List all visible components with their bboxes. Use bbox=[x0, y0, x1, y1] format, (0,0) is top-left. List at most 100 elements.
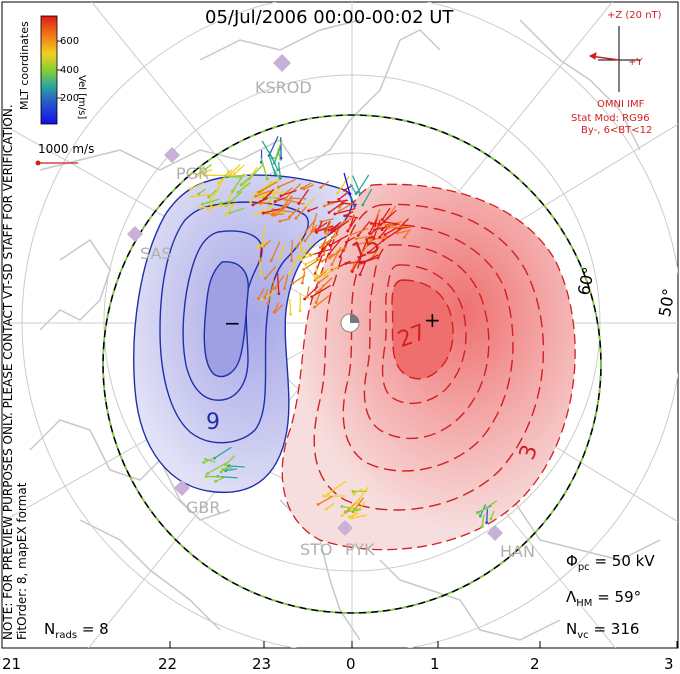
vector-origin bbox=[207, 195, 211, 199]
vector-origin bbox=[358, 192, 362, 196]
velocity-vector bbox=[248, 164, 264, 180]
velocity-vector bbox=[329, 234, 349, 246]
velocity-vector bbox=[233, 164, 245, 175]
vector-origin bbox=[190, 195, 194, 199]
velocity-vector bbox=[277, 161, 282, 179]
vector-origin bbox=[189, 187, 192, 191]
coordinate-system: MLT coordinates bbox=[18, 21, 31, 110]
velocity-vector bbox=[265, 178, 280, 188]
vector-origin bbox=[266, 302, 270, 306]
velocity-vector bbox=[255, 190, 271, 197]
velocity-vector bbox=[317, 495, 333, 506]
velocity-vector bbox=[228, 164, 241, 176]
velocity-vector bbox=[240, 178, 249, 186]
negative-core bbox=[203, 261, 249, 378]
potential-min-marker: − bbox=[224, 311, 241, 335]
velocity-vector bbox=[328, 237, 343, 255]
velocity-vector bbox=[250, 191, 258, 203]
velocity-vector bbox=[318, 240, 333, 254]
vector-origin bbox=[303, 239, 307, 243]
vector-origin bbox=[381, 238, 385, 242]
velocity-vector bbox=[477, 500, 497, 514]
vector-origin bbox=[223, 174, 227, 178]
station-han: HAN bbox=[500, 542, 535, 561]
velocity-vector bbox=[252, 197, 268, 206]
vector-origin bbox=[320, 259, 324, 263]
vector-origin bbox=[248, 177, 251, 181]
vector-origin bbox=[327, 252, 331, 256]
vector-origin bbox=[346, 229, 350, 233]
vector-origin bbox=[373, 228, 377, 232]
velocity-vector bbox=[222, 467, 233, 471]
velocity-vector bbox=[213, 446, 232, 459]
vector-origin bbox=[236, 190, 240, 194]
velocity-vector bbox=[350, 197, 356, 207]
vector-origin bbox=[302, 268, 306, 271]
velocity-vector bbox=[323, 266, 340, 276]
vector-origin bbox=[302, 187, 306, 191]
velocity-vector bbox=[271, 213, 284, 216]
vector-origin bbox=[324, 507, 328, 511]
vector-origin bbox=[361, 203, 365, 207]
vector-origin bbox=[379, 223, 382, 226]
velocity-vector bbox=[359, 260, 367, 276]
velocity-vector bbox=[383, 221, 400, 225]
vector-origin bbox=[216, 187, 220, 190]
vector-origin bbox=[220, 201, 223, 205]
velocity-vector bbox=[333, 220, 349, 232]
velocity-vector bbox=[274, 304, 284, 313]
vector-origin bbox=[314, 277, 317, 280]
mlt-tick-2: 2 bbox=[530, 655, 540, 673]
velocity-vector bbox=[317, 275, 329, 284]
velocity-vector bbox=[268, 136, 279, 157]
velocity-vector bbox=[305, 257, 320, 265]
velocity-vector bbox=[352, 175, 361, 195]
velocity-vector bbox=[279, 218, 291, 222]
vector-origin bbox=[489, 517, 493, 521]
imf-clock-dial bbox=[588, 26, 640, 92]
vector-origin bbox=[195, 174, 199, 178]
vector-origin bbox=[304, 230, 308, 233]
vector-origin bbox=[326, 492, 330, 496]
vector-origin bbox=[340, 505, 344, 508]
vector-origin bbox=[300, 186, 303, 190]
vector-origin bbox=[258, 201, 262, 205]
vector-origin bbox=[202, 461, 205, 464]
vector-origin bbox=[295, 245, 299, 249]
vector-origin bbox=[480, 525, 484, 529]
imf-y-label: +Y bbox=[628, 57, 643, 68]
vector-origin bbox=[336, 191, 339, 195]
vector-origin bbox=[197, 192, 201, 196]
colorbar-ticks bbox=[57, 40, 62, 99]
velocity-vector bbox=[261, 226, 266, 247]
velocity-vector bbox=[224, 175, 242, 178]
vector-origin bbox=[340, 514, 344, 518]
velocity-vector bbox=[268, 155, 276, 175]
station-gbr: GBR bbox=[186, 498, 221, 517]
vector-origin bbox=[242, 183, 246, 187]
velocity-vector bbox=[307, 206, 319, 212]
velocity-vectors bbox=[189, 136, 497, 529]
vector-origin bbox=[291, 281, 295, 285]
velocity-vector bbox=[354, 239, 374, 246]
vector-origin bbox=[321, 244, 324, 247]
velocity-vector bbox=[227, 465, 245, 468]
vector-origin bbox=[273, 172, 277, 176]
velocity-vector bbox=[336, 176, 350, 194]
velocity-vector bbox=[273, 302, 280, 313]
velocity-vector bbox=[313, 225, 334, 232]
vector-origin bbox=[380, 228, 384, 232]
velocity-vector bbox=[301, 271, 306, 284]
vector-origin bbox=[333, 212, 337, 216]
vector-origin bbox=[265, 177, 269, 181]
velocity-vector bbox=[303, 258, 320, 271]
velocity-vector bbox=[208, 189, 219, 204]
vector-origin bbox=[262, 211, 265, 215]
velocity-vector bbox=[315, 225, 334, 233]
imf-z-label: +Z (20 nT) bbox=[607, 10, 662, 21]
velocity-vector bbox=[304, 197, 316, 209]
velocity-vector bbox=[327, 199, 348, 204]
velocity-vector bbox=[243, 167, 258, 187]
vector-origin bbox=[279, 194, 283, 198]
velocity-vector bbox=[196, 164, 213, 176]
